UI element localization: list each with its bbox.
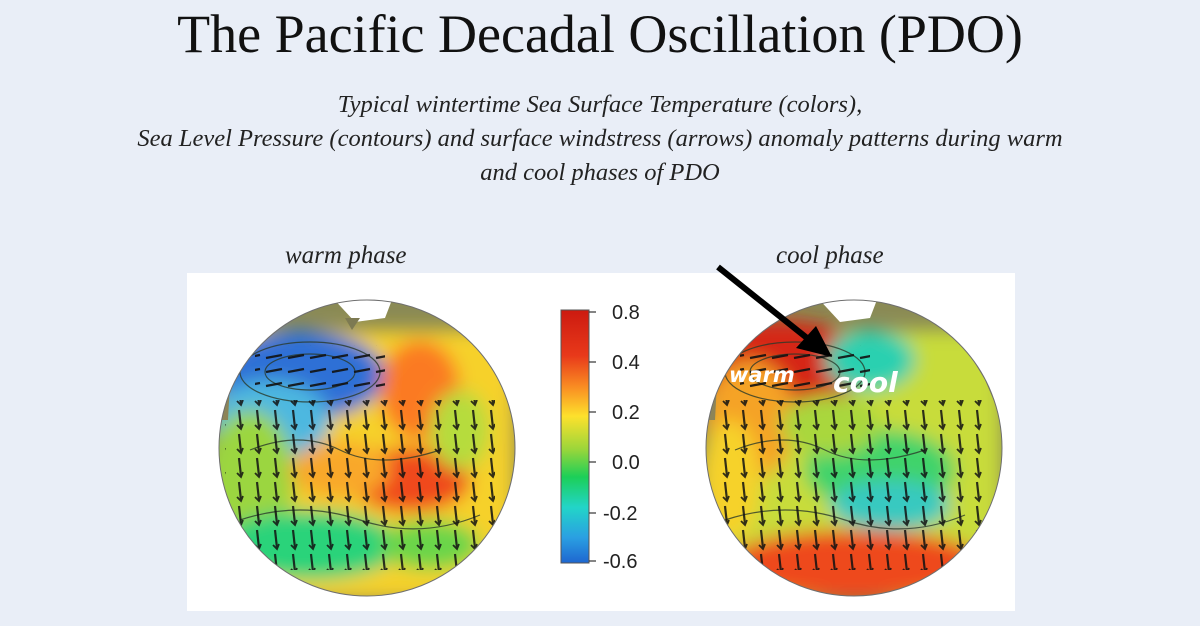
subtitle: Typical wintertime Sea Surface Temperatu… [10, 88, 1190, 190]
warm-globe-outline [218, 299, 516, 597]
cool-annotation: cool [833, 366, 898, 399]
colorbar: 0.8 0.4 0.2 0.0 -0.2 -0.6 [560, 302, 640, 573]
cool-phase-label: cool phase [776, 242, 884, 269]
colorbar-tick-label: 0.0 [612, 452, 640, 474]
colorbar-tick-label: 0.8 [612, 302, 640, 324]
subtitle-line-2: Sea Level Pressure (contours) and surfac… [137, 125, 1063, 152]
warm-phase-globe [219, 300, 515, 596]
colorbar-tick-label: 0.2 [612, 402, 640, 424]
subtitle-line-3: and cool phases of PDO [480, 159, 720, 186]
colorbar-gradient [560, 309, 590, 564]
colorbar-tick-label: -0.2 [603, 503, 637, 525]
warm-phase-label: warm phase [285, 242, 407, 269]
cool-globe-outline [705, 299, 1003, 597]
warm-annotation: warm [729, 363, 795, 387]
colorbar-tick-label: 0.4 [612, 352, 640, 374]
subtitle-line-1: Typical wintertime Sea Surface Temperatu… [337, 91, 863, 118]
page-title: The Pacific Decadal Oscillation (PDO) [177, 4, 1023, 64]
cool-phase-globe [706, 300, 1002, 596]
annotation-arrow [716, 264, 832, 357]
colorbar-tick-label: -0.6 [603, 551, 637, 573]
